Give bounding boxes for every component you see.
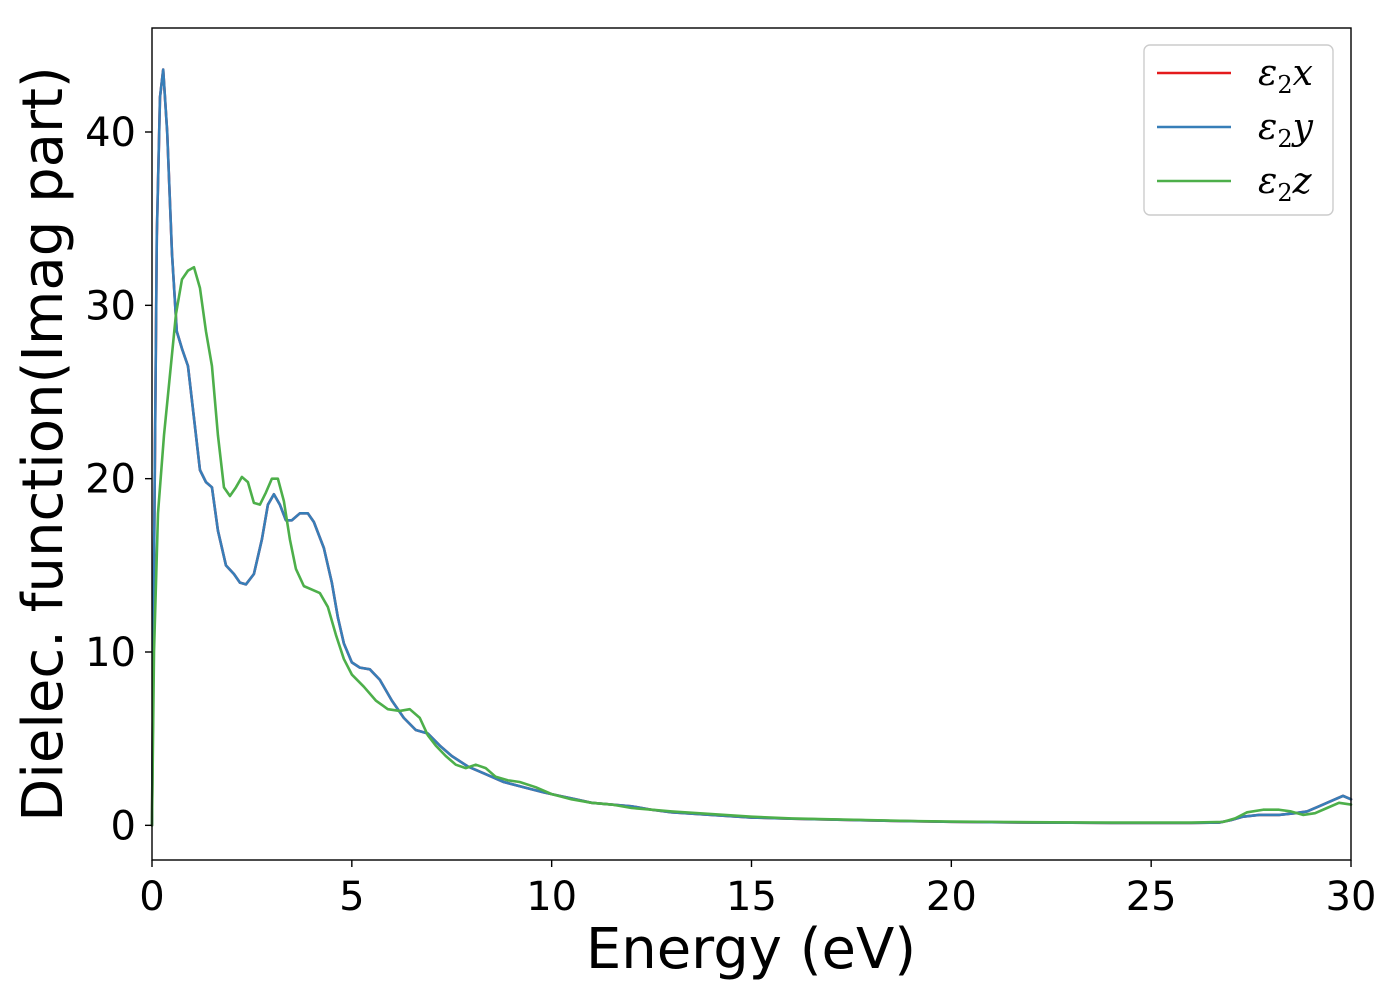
legend-box (1143, 44, 1334, 216)
x-tick-label: 5 (339, 874, 364, 920)
legend-label-z: ε2z (1258, 161, 1313, 207)
x-axis-ticks: 0 5 10 15 20 25 30 (139, 860, 1376, 920)
series-line-z (150, 265, 1353, 827)
y-tick-label: 10 (85, 630, 136, 676)
legend-entries: ε2x ε2y ε2z (1157, 53, 1314, 207)
x-tick-label: 25 (1126, 874, 1177, 920)
series-layer (150, 68, 1353, 827)
x-tick-label: 30 (1326, 874, 1377, 920)
y-tick-label: 30 (85, 283, 136, 329)
x-tick-label: 0 (139, 874, 164, 920)
legend-label-x: ε2x (1258, 53, 1313, 99)
y-tick-label: 0 (111, 803, 136, 849)
y-tick-label: 20 (85, 457, 136, 503)
x-axis-label: Energy (eV) (586, 917, 916, 982)
legend: ε2x ε2y ε2z (1143, 44, 1334, 216)
x-tick-label: 10 (526, 874, 577, 920)
x-tick-label: 15 (726, 874, 777, 920)
y-axis-ticks: 0 10 20 30 40 (85, 110, 152, 849)
x-tick-label: 20 (926, 874, 977, 920)
y-axis-label: Dielec. function(Imag part) (11, 66, 76, 822)
y-tick-label: 40 (85, 110, 136, 156)
legend-label-y: ε2y (1258, 107, 1314, 153)
